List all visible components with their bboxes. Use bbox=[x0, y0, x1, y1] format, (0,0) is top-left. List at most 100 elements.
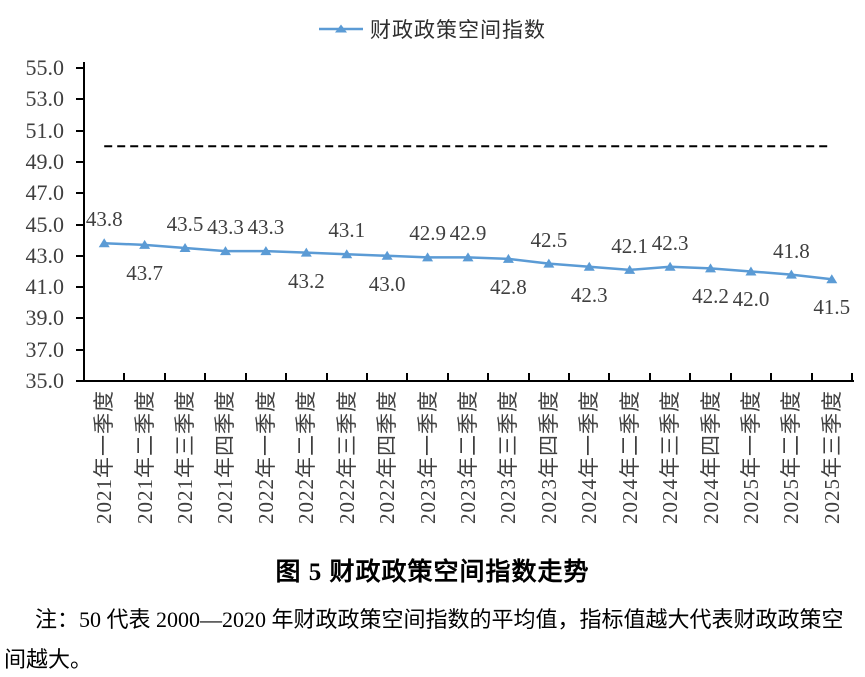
x-axis-tick bbox=[163, 373, 166, 380]
data-point-marker bbox=[422, 252, 434, 262]
data-label: 43.7 bbox=[126, 260, 163, 285]
x-axis-label: 2024年二季度 bbox=[617, 390, 642, 524]
data-label: 42.1 bbox=[611, 233, 649, 258]
x-axis-label: 2025年二季度 bbox=[779, 390, 804, 524]
data-label: 43.5 bbox=[166, 211, 204, 236]
legend-label: 财政政策空间指数 bbox=[370, 18, 546, 42]
data-point-marker bbox=[624, 264, 636, 274]
y-axis-tick bbox=[76, 286, 84, 289]
y-axis-label: 35.0 bbox=[25, 368, 65, 393]
x-axis-label: 2022年二季度 bbox=[294, 390, 319, 524]
data-point-marker bbox=[219, 246, 231, 256]
x-axis-tick bbox=[406, 373, 409, 380]
x-axis-tick bbox=[810, 373, 813, 380]
legend: 财政政策空间指数 bbox=[0, 14, 865, 44]
y-axis-tick bbox=[76, 98, 84, 101]
y-axis-tick bbox=[76, 254, 84, 257]
x-axis-label: 2023年三季度 bbox=[496, 390, 521, 524]
data-label: 42.8 bbox=[490, 274, 527, 299]
figure-title: 图 5 财政政策空间指数走势 bbox=[275, 559, 590, 586]
x-axis-line bbox=[83, 380, 854, 382]
x-axis-label: 2021年三季度 bbox=[173, 390, 198, 524]
x-axis-tick bbox=[527, 373, 530, 380]
y-axis-tick bbox=[76, 348, 84, 351]
x-axis-tick bbox=[244, 373, 247, 380]
data-label: 41.5 bbox=[813, 295, 851, 320]
x-axis-tick bbox=[204, 373, 207, 380]
y-axis-tick bbox=[76, 160, 84, 163]
y-axis-line bbox=[83, 62, 85, 382]
x-axis-tick bbox=[325, 373, 328, 380]
x-axis-label: 2025年一季度 bbox=[738, 390, 763, 524]
x-axis-label: 2024年一季度 bbox=[577, 390, 602, 524]
y-axis-tick bbox=[76, 223, 84, 226]
y-axis-label: 39.0 bbox=[25, 305, 65, 331]
y-axis-tick bbox=[76, 380, 84, 382]
data-point-marker bbox=[381, 250, 393, 260]
data-point-marker bbox=[745, 266, 757, 276]
y-axis-label: 49.0 bbox=[25, 148, 65, 174]
y-axis-tick bbox=[76, 67, 84, 69]
x-axis-tick bbox=[487, 373, 490, 380]
x-axis-tick bbox=[285, 373, 288, 380]
data-label: 42.3 bbox=[570, 282, 608, 307]
x-axis-label: 2025年三季度 bbox=[819, 390, 844, 524]
x-axis-label: 2022年一季度 bbox=[253, 390, 278, 524]
data-label: 43.8 bbox=[85, 207, 123, 232]
chart-area: 财政政策空间指数 55.0 53.0 51.0 49.0 47.0 45.0 43.0 41.… bbox=[0, 14, 865, 524]
x-axis-tick bbox=[770, 373, 773, 380]
y-axis-label: 51.0 bbox=[25, 117, 65, 143]
x-axis-label: 2021年二季度 bbox=[132, 390, 157, 524]
x-axis-tick bbox=[608, 373, 611, 380]
data-point-marker bbox=[705, 263, 717, 273]
data-point-marker bbox=[664, 261, 676, 271]
x-axis-label: 2023年四季度 bbox=[536, 390, 561, 524]
data-label: 42.9 bbox=[409, 221, 446, 246]
x-axis-label: 2024年三季度 bbox=[658, 390, 683, 524]
data-label: 43.2 bbox=[287, 268, 325, 293]
data-point-marker bbox=[341, 249, 353, 259]
data-label: 43.1 bbox=[328, 218, 366, 243]
figure-note: 注：50 代表 2000—2020 年财政政策空间指数的平均值，指标值越大代表财… bbox=[4, 607, 844, 672]
x-axis-label: 2023年二季度 bbox=[456, 390, 480, 524]
y-axis-tick bbox=[76, 317, 84, 320]
y-axis-label: 55.0 bbox=[25, 55, 65, 80]
plot-canvas bbox=[98, 145, 838, 284]
data-point-marker bbox=[583, 261, 595, 271]
data-label: 43.3 bbox=[207, 215, 244, 240]
data-label: 42.3 bbox=[651, 230, 689, 255]
x-axis-tick bbox=[123, 373, 126, 380]
y-axis-label: 47.0 bbox=[25, 180, 65, 206]
y-axis-label: 41.0 bbox=[25, 274, 65, 300]
x-axis-label: 2024年四季度 bbox=[698, 390, 723, 524]
data-point-marker bbox=[543, 258, 555, 268]
x-axis-tick bbox=[568, 373, 571, 380]
legend-series-marker-icon bbox=[319, 24, 363, 33]
data-label: 43.0 bbox=[368, 271, 406, 296]
y-axis-label: 37.0 bbox=[25, 336, 65, 362]
x-axis-tick bbox=[648, 373, 651, 380]
y-axis-label: 45.0 bbox=[25, 211, 65, 237]
data-point-marker bbox=[260, 246, 272, 256]
x-axis-tick bbox=[365, 373, 368, 380]
y-axis-label: 53.0 bbox=[25, 86, 65, 112]
data-label: 43.3 bbox=[247, 215, 285, 240]
data-label: 42.2 bbox=[692, 284, 729, 309]
x-axis-label: 2021年一季度 bbox=[92, 390, 117, 524]
x-axis-tick bbox=[446, 373, 449, 380]
y-axis-label: 43.0 bbox=[25, 242, 65, 268]
data-point-marker bbox=[300, 247, 312, 257]
data-point-marker bbox=[462, 252, 474, 262]
data-point-marker bbox=[179, 242, 191, 252]
data-point-marker bbox=[139, 239, 151, 249]
x-axis-label: 2022年四季度 bbox=[375, 390, 400, 524]
x-axis-tick bbox=[851, 373, 853, 380]
x-axis-tick bbox=[729, 373, 732, 380]
x-axis-label: 2023年一季度 bbox=[415, 390, 440, 524]
x-axis-label: 2022年三季度 bbox=[334, 390, 359, 524]
data-label: 42.5 bbox=[530, 227, 568, 252]
x-axis-label: 2021年四季度 bbox=[213, 390, 238, 524]
data-label: 42.9 bbox=[449, 221, 487, 246]
data-point-marker bbox=[826, 274, 838, 284]
